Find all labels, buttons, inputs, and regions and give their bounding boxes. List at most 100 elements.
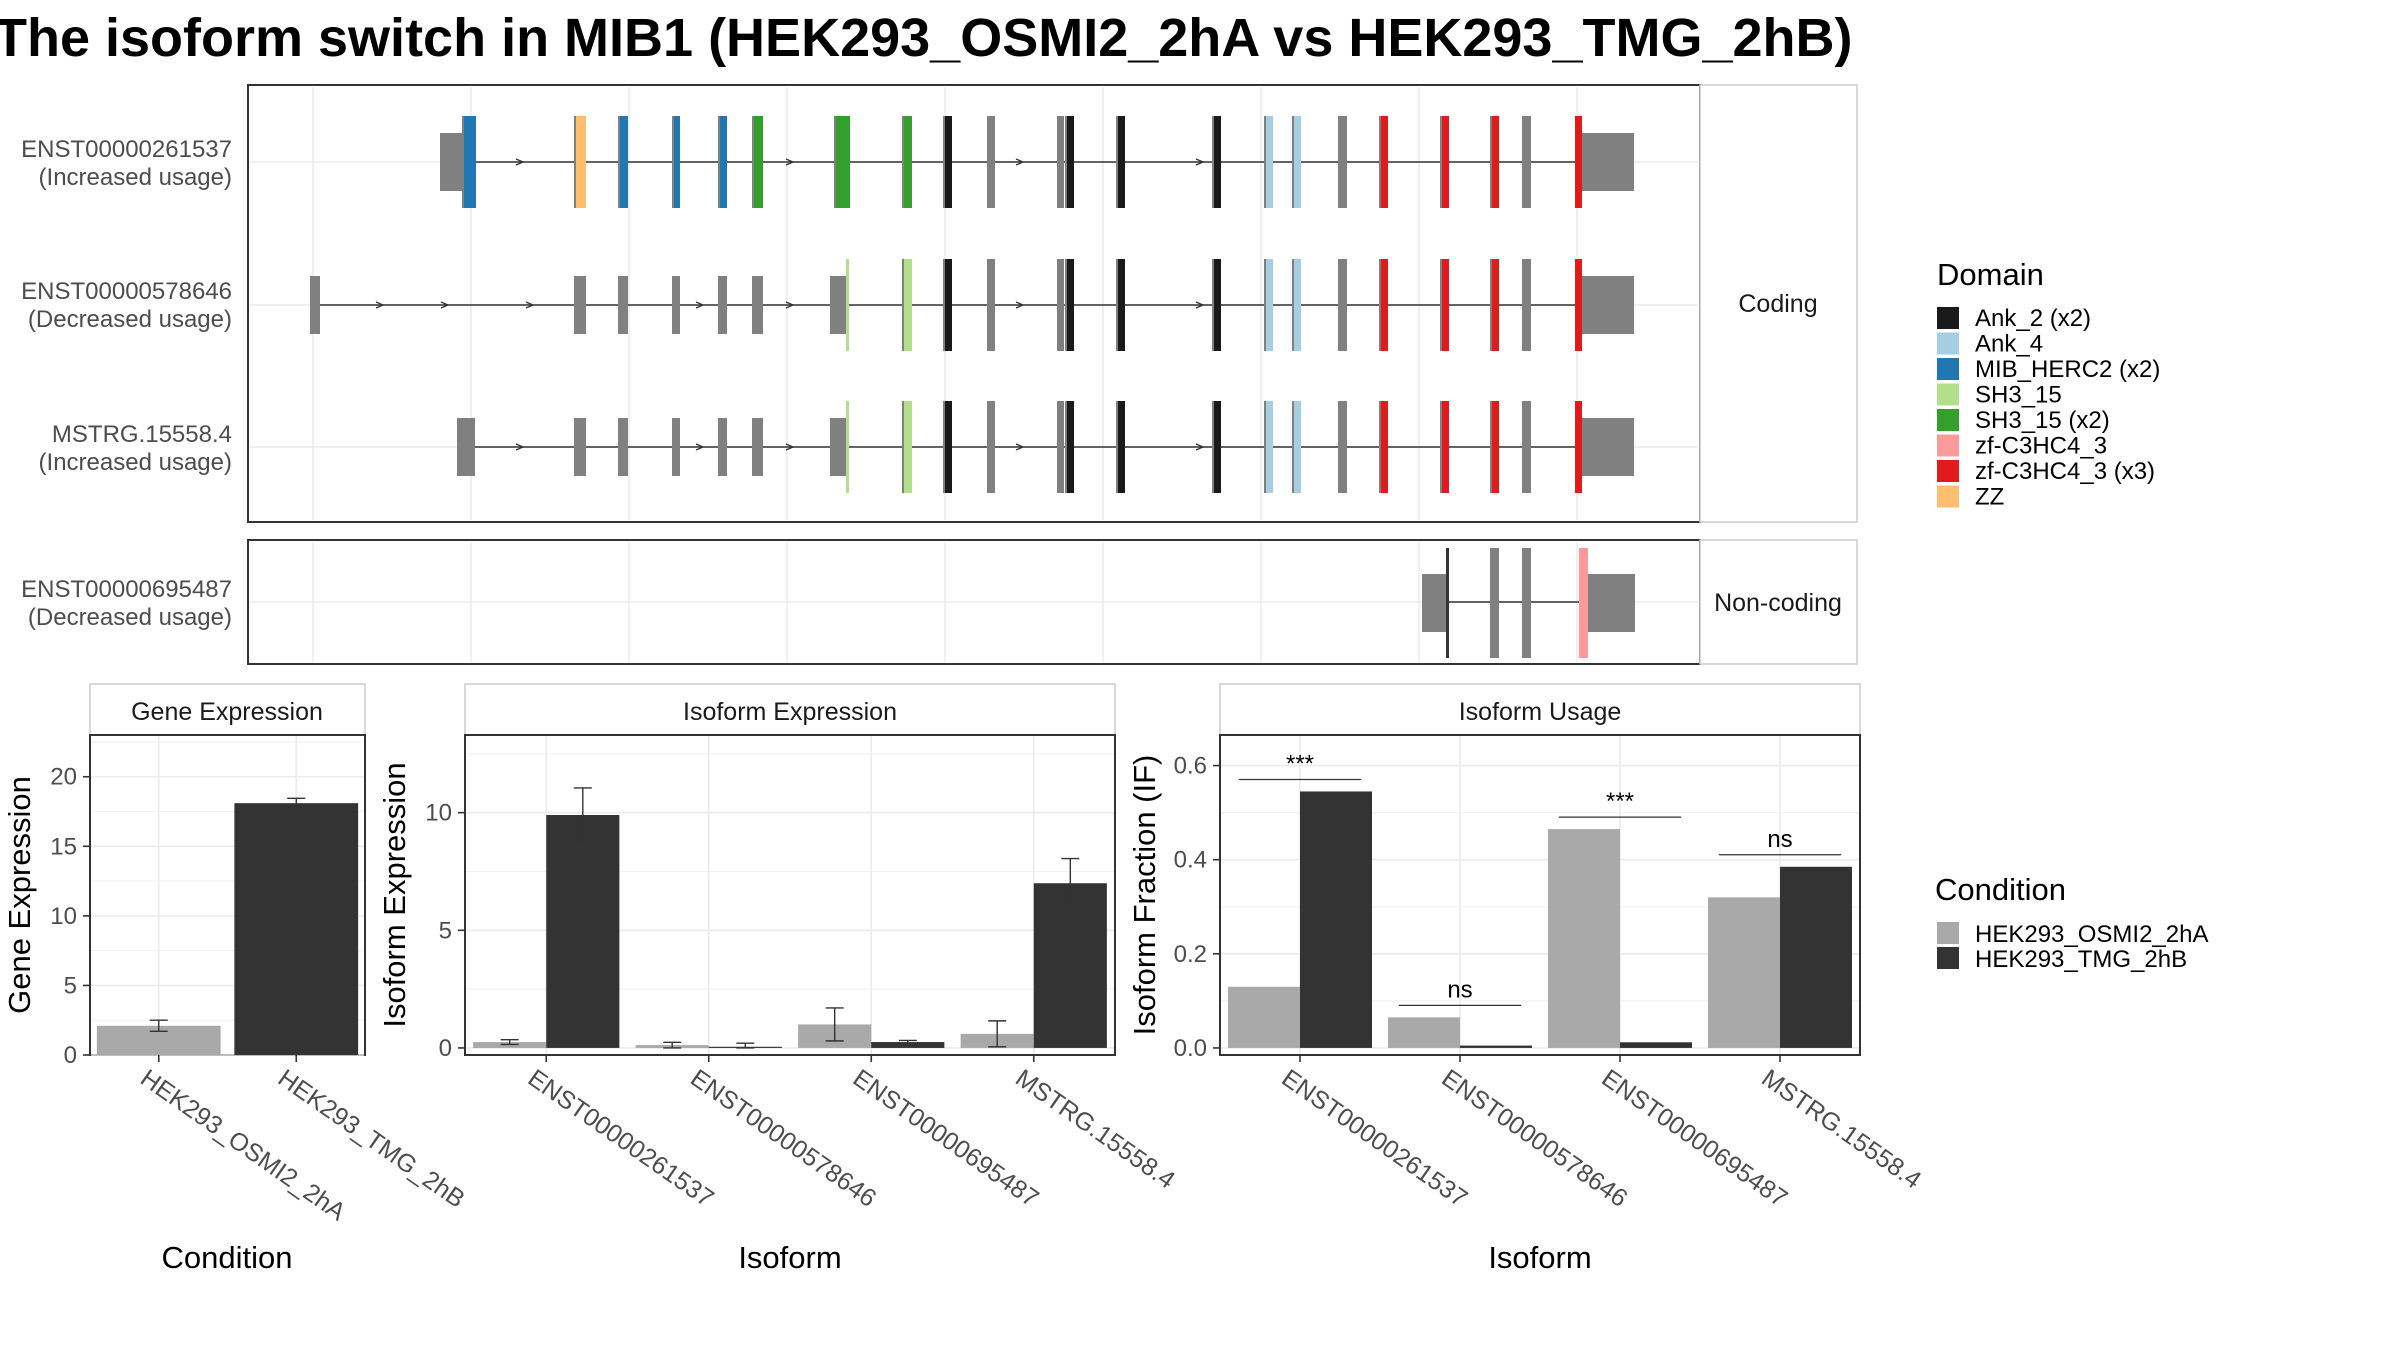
exon <box>987 401 995 493</box>
exon-edge <box>1065 116 1067 208</box>
exon <box>1057 259 1064 351</box>
transcript-id: ENST00000261537 <box>21 136 232 163</box>
exon-edge <box>1065 259 1067 351</box>
x-axis-label: Isoform <box>738 1240 841 1275</box>
y-tick-label: 20 <box>50 764 77 791</box>
exon <box>1065 401 1074 493</box>
isoform-expression-panel: Isoform Expression 0510ENST00000261537EN… <box>377 683 1180 1275</box>
exon-edge <box>902 259 904 351</box>
y-tick-label: 0.2 <box>1174 941 1207 968</box>
y-tick-label: 10 <box>425 800 452 827</box>
legend-item: HEK293_OSMI2_2hA <box>1937 921 2208 948</box>
panel-strip <box>89 683 366 736</box>
legend-item: ZZ <box>1937 484 2004 511</box>
legend-item: SH3_15 <box>1937 382 2062 409</box>
strand-arrow <box>785 301 795 309</box>
exon-edge <box>718 116 720 208</box>
exon <box>718 418 727 476</box>
exon <box>1440 259 1449 351</box>
exon-edge <box>1379 401 1381 493</box>
legend-swatch <box>1937 409 1959 431</box>
legend-label: Ank_4 <box>1975 331 2043 358</box>
y-tick-label: 15 <box>50 833 77 860</box>
exon <box>1490 548 1499 658</box>
transcript-structure: Coding Non-coding ENST00000261537 (Incre… <box>21 84 1858 665</box>
exon <box>574 116 586 208</box>
x-axis-label: Isoform <box>1488 1240 1591 1275</box>
legend-label: Ank_2 (x2) <box>1975 305 2091 332</box>
strand-arrow <box>1015 158 1025 166</box>
strand-arrow <box>515 443 525 451</box>
exon-edge <box>1490 259 1492 351</box>
legend-item: zf-C3HC4_3 (x3) <box>1937 458 2155 485</box>
exon <box>462 116 476 208</box>
exon-edge <box>943 259 945 351</box>
exon <box>846 401 849 493</box>
exon <box>440 133 466 191</box>
bar <box>871 1042 945 1048</box>
exon <box>618 276 628 334</box>
legend-label: zf-C3HC4_3 <box>1975 433 2107 460</box>
exon <box>987 116 995 208</box>
legend-swatch <box>1937 922 1959 944</box>
exon <box>1065 116 1074 208</box>
exon <box>618 418 628 476</box>
exon <box>1575 401 1582 493</box>
exon <box>1212 259 1221 351</box>
exon-utr <box>1579 133 1634 191</box>
error-bar <box>988 1020 1007 1048</box>
strand-arrow <box>525 301 535 309</box>
strand-arrow <box>375 301 385 309</box>
exon <box>1440 116 1449 208</box>
figure-title: The isoform switch in MIB1 (HEK293_OSMI2… <box>0 8 1853 68</box>
bar <box>234 803 359 1055</box>
exon <box>1264 116 1273 208</box>
exon-edge <box>1065 401 1067 493</box>
legend-item: SH3_15 (x2) <box>1937 407 2110 434</box>
panel-title: Isoform Usage <box>1459 698 1622 726</box>
transcript-usage: (Increased usage) <box>39 164 232 191</box>
exon <box>672 116 680 208</box>
legend-swatch <box>1937 434 1959 457</box>
error-bar <box>663 1041 682 1049</box>
exon-edge <box>902 116 904 208</box>
exon <box>672 276 680 334</box>
exon <box>1579 548 1588 658</box>
strand-arrow <box>515 158 525 166</box>
exon <box>1338 401 1347 493</box>
exon <box>1522 116 1531 208</box>
exon <box>1522 548 1531 658</box>
strand-arrow <box>785 158 795 166</box>
exon-edge <box>1490 116 1492 208</box>
transcript-usage: (Decreased usage) <box>28 306 232 333</box>
y-axis-label: Isoform Expression <box>377 762 412 1027</box>
exon <box>1338 259 1347 351</box>
error-bar <box>825 1007 844 1042</box>
exon <box>830 276 848 334</box>
exon <box>1057 116 1064 208</box>
exon <box>1490 116 1499 208</box>
legend-swatch <box>1937 485 1959 508</box>
exon-edge <box>1212 401 1214 493</box>
y-tick-label: 5 <box>64 972 77 999</box>
legend-item: MIB_HERC2 (x2) <box>1937 356 2160 383</box>
bar <box>1300 791 1372 1048</box>
facet-label-coding: Coding <box>1738 290 1817 318</box>
exon-edge <box>943 401 945 493</box>
exon-edge <box>1440 259 1442 351</box>
exon <box>902 401 912 493</box>
strand-arrow <box>785 443 795 451</box>
facet-label-noncoding: Non-coding <box>1714 589 1842 617</box>
exon-edge <box>1212 116 1214 208</box>
exon <box>1575 116 1582 208</box>
transcript-usage: (Increased usage) <box>39 449 232 476</box>
error-bar <box>287 797 306 809</box>
panel-strip <box>1219 683 1861 736</box>
exon <box>834 116 850 208</box>
bar <box>1388 1017 1460 1048</box>
transcript-model <box>310 259 1634 351</box>
exon-edge <box>1116 259 1118 351</box>
bar <box>1708 897 1780 1048</box>
